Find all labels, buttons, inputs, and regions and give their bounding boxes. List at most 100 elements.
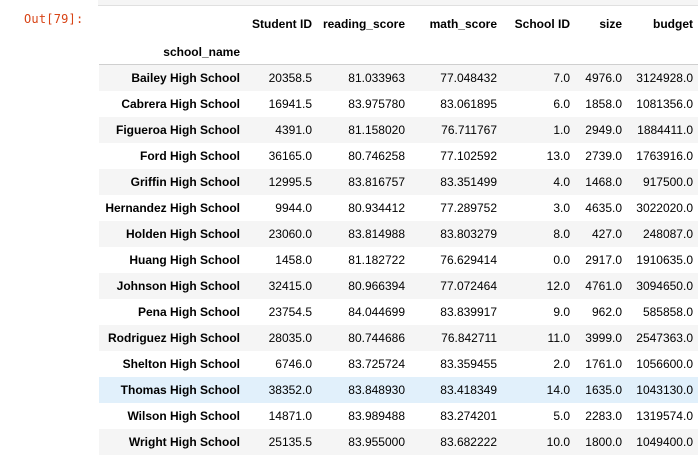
table-cell: 83.351499: [440, 175, 497, 189]
table-cell: 80.744686: [348, 331, 405, 345]
table-cell: 76.842711: [441, 331, 497, 345]
table-cell: 1858.0: [585, 97, 622, 111]
table-cell: 1761.0: [585, 357, 622, 371]
table-cell: 4.0: [553, 175, 570, 189]
row-index-label: Ford High School: [140, 149, 240, 163]
table-row: Wilson High School 14871.0 83.989488 83.274…: [99, 403, 698, 429]
table-cell: 32415.0: [268, 279, 312, 293]
table-cell: 9944.0: [275, 201, 312, 215]
column-header: budget: [653, 17, 693, 31]
table-cell: 83.682222: [440, 435, 497, 449]
table-cell: 28035.0: [268, 331, 312, 345]
table-cell: 585858.0: [642, 305, 693, 319]
table-cell: 80.746258: [348, 149, 405, 163]
corner-cell: [99, 8, 246, 40]
row-index-label: Rodriguez High School: [108, 331, 240, 345]
table-cell: 83.816757: [348, 175, 405, 189]
table-cell: 80.934412: [348, 201, 405, 215]
table-cell: 77.072464: [440, 279, 497, 293]
table-row: Rodriguez High School 28035.0 80.744686 76.…: [99, 325, 698, 351]
table-cell: 83.359455: [440, 357, 497, 371]
table-cell: 16941.5: [268, 97, 312, 111]
table-row: Holden High School 23060.0 83.814988 83.803…: [99, 221, 698, 247]
table-row: Thomas High School 38352.0 83.848930 83.418…: [99, 377, 698, 403]
table-cell: 76.629414: [440, 253, 497, 267]
table-cell: 77.048432: [440, 71, 497, 85]
table-row: Ford High School 36165.0 80.746258 77.10259…: [99, 143, 698, 169]
table-row: Wright High School 25135.5 83.955000 83.682…: [99, 429, 698, 455]
table-cell: 12995.5: [268, 175, 312, 189]
index-name: school_name: [99, 40, 246, 65]
table-cell: 1763916.0: [636, 149, 693, 163]
table-cell: 77.289752: [440, 201, 497, 215]
table-cell: 3094650.0: [636, 279, 693, 293]
index-header-row: school_name: [99, 40, 698, 65]
table-cell: 962.0: [591, 305, 622, 319]
table-cell: 4635.0: [585, 201, 622, 215]
row-index-label: Pena High School: [137, 305, 240, 319]
table-body: Bailey High School 20358.5 81.033963 77.048…: [99, 64, 698, 455]
table-row: Griffin High School 12995.5 83.816757 83.35…: [99, 169, 698, 195]
table-cell: 2547363.0: [636, 331, 693, 345]
row-index-label: Figueroa High School: [115, 123, 240, 137]
table-cell: 1468.0: [585, 175, 622, 189]
table-cell: 83.975780: [348, 97, 405, 111]
table-row: Hernandez High School 9944.0 80.934412 77.2…: [99, 195, 698, 221]
table-row: Figueroa High School 4391.0 81.158020 76.71…: [99, 117, 698, 143]
table-cell: 13.0: [546, 149, 570, 163]
table-cell: 83.061895: [440, 97, 497, 111]
table-cell: 5.0: [553, 409, 570, 423]
table-cell: 81.033963: [348, 71, 405, 85]
table-cell: 1081356.0: [636, 97, 693, 111]
table-cell: 83.989488: [348, 409, 405, 423]
table-row: Huang High School 1458.0 81.182722 76.62941…: [99, 247, 698, 273]
table-row: Bailey High School 20358.5 81.033963 77.048…: [99, 64, 698, 91]
table-cell: 10.0: [546, 435, 570, 449]
table-cell: 4976.0: [585, 71, 622, 85]
table-cell: 14871.0: [268, 409, 312, 423]
table-cell: 84.044699: [348, 305, 405, 319]
table-cell: 83.418349: [440, 383, 497, 397]
table-cell: 2739.0: [585, 149, 622, 163]
column-header-row: Student ID reading_score math_score Scho…: [99, 8, 698, 40]
table-cell: 1056600.0: [636, 357, 693, 371]
table-cell: 1910635.0: [636, 253, 693, 267]
output-prompt: Out[79]:: [24, 12, 84, 26]
table-cell: 38352.0: [268, 383, 312, 397]
table-cell: 4391.0: [275, 123, 312, 137]
table-cell: 1.0: [553, 123, 570, 137]
table-cell: 1635.0: [585, 383, 622, 397]
table-cell: 36165.0: [268, 149, 312, 163]
output-area: Student ID reading_score math_score Scho…: [99, 8, 698, 455]
table-cell: 427.0: [591, 227, 622, 241]
column-header: reading_score: [322, 17, 405, 31]
column-header: School ID: [514, 17, 570, 31]
table-cell: 83.725724: [348, 357, 405, 371]
row-index-label: Hernandez High School: [105, 201, 240, 215]
row-index-label: Bailey High School: [131, 71, 240, 85]
table-cell: 1043130.0: [636, 383, 693, 397]
row-index-label: Wright High School: [128, 435, 240, 449]
table-cell: 3022020.0: [636, 201, 693, 215]
table-cell: 77.102592: [440, 149, 497, 163]
table-cell: 1800.0: [585, 435, 622, 449]
table-cell: 76.711767: [441, 123, 497, 137]
table-cell: 0.0: [553, 253, 570, 267]
table-cell: 2917.0: [585, 253, 622, 267]
table-row: Pena High School 23754.5 84.044699 83.83991…: [99, 299, 698, 325]
table-cell: 12.0: [546, 279, 570, 293]
table-cell: 2949.0: [585, 123, 622, 137]
row-index-label: Cabrera High School: [121, 97, 240, 111]
table-cell: 23060.0: [268, 227, 312, 241]
table-cell: 6.0: [553, 97, 570, 111]
row-index-label: Holden High School: [126, 227, 240, 241]
table-cell: 248087.0: [642, 227, 693, 241]
row-index-label: Wilson High School: [127, 409, 240, 423]
table-row: Shelton High School 6746.0 83.725724 83.359…: [99, 351, 698, 377]
table-cell: 7.0: [553, 71, 570, 85]
table-cell: 11.0: [547, 331, 570, 345]
table-cell: 14.0: [546, 383, 570, 397]
column-header: math_score: [429, 17, 497, 31]
table-cell: 83.848930: [348, 383, 405, 397]
row-index-label: Johnson High School: [116, 279, 240, 293]
